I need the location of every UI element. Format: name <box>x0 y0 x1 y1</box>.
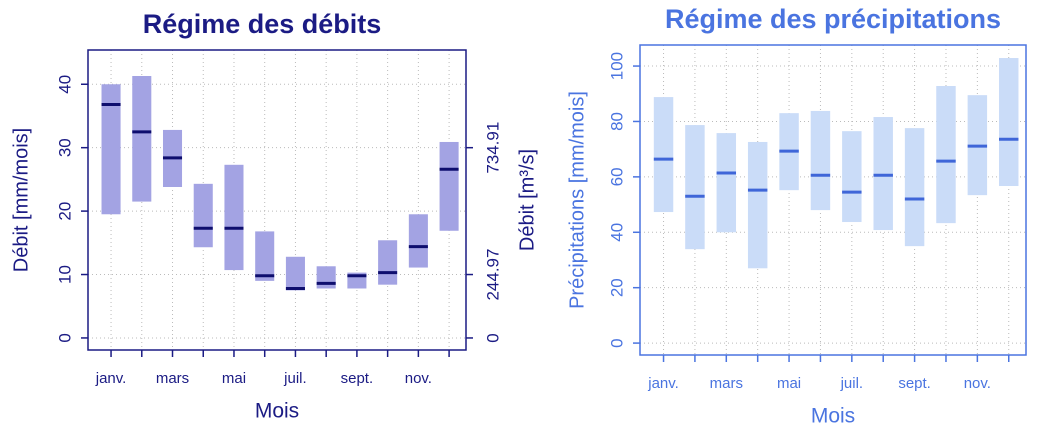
x-axis-label: Mois <box>255 400 299 423</box>
x-tick-label: janv. <box>647 375 679 392</box>
range-box <box>378 240 398 285</box>
y-tick-label: 40 <box>607 223 626 242</box>
range-box <box>439 141 459 231</box>
chart-title: Régime des précipitations <box>665 4 1001 34</box>
range-box <box>716 133 737 233</box>
y-tick-label: 20 <box>55 202 74 221</box>
range-box <box>653 97 674 213</box>
x-tick-label: juil. <box>840 375 864 392</box>
x-tick-label: mars <box>710 375 743 392</box>
x-tick-label: mars <box>156 370 189 387</box>
y2-axis-label: Débit [m³/s] <box>516 149 538 251</box>
range-box <box>999 58 1019 187</box>
range-box <box>408 214 428 268</box>
y-tick-label: 20 <box>607 278 626 297</box>
range-box <box>193 183 213 248</box>
range-box <box>316 266 336 289</box>
range-box <box>132 76 152 202</box>
x-tick-label: mai <box>777 375 801 392</box>
range-box <box>685 125 705 250</box>
range-box <box>873 117 893 231</box>
x-tick-label: nov. <box>964 375 991 392</box>
range-box <box>747 141 768 269</box>
range-box <box>810 110 831 211</box>
chart-title: Régime des débits <box>143 9 382 39</box>
range-box <box>101 84 121 215</box>
range-box <box>936 86 956 224</box>
y-tick-label: 0 <box>607 338 626 347</box>
range-box <box>255 231 275 281</box>
y-tick-label: 10 <box>55 265 74 284</box>
y-axis-label: Précipitations [mm/mois] <box>566 91 588 309</box>
y-axis-label: Débit [mm/mois] <box>10 128 32 272</box>
plot-frame <box>639 44 1027 356</box>
x-tick-label: janv. <box>95 370 127 387</box>
y-tick-label: 40 <box>55 75 74 94</box>
y2-tick-label: 734.91 <box>483 122 502 174</box>
x-tick-label: juil. <box>283 370 307 387</box>
range-box <box>842 131 862 223</box>
x-tick-label: mai <box>222 370 246 387</box>
plot-frame <box>87 49 467 351</box>
range-box <box>904 128 925 247</box>
x-axis-label: Mois <box>811 405 855 428</box>
y-tick-label: 60 <box>607 167 626 186</box>
x-tick-label: nov. <box>405 370 432 387</box>
x-tick-label: sept. <box>898 375 931 392</box>
y-tick-label: 0 <box>55 333 74 342</box>
y2-tick-label: 244.97 <box>483 249 502 301</box>
range-box <box>285 256 305 291</box>
x-tick-label: sept. <box>341 370 374 387</box>
y-tick-label: 100 <box>607 52 626 80</box>
y-tick-label: 30 <box>55 138 74 157</box>
range-box <box>224 164 244 271</box>
y-tick-label: 80 <box>607 112 626 131</box>
y2-tick-label: 0 <box>483 333 502 342</box>
